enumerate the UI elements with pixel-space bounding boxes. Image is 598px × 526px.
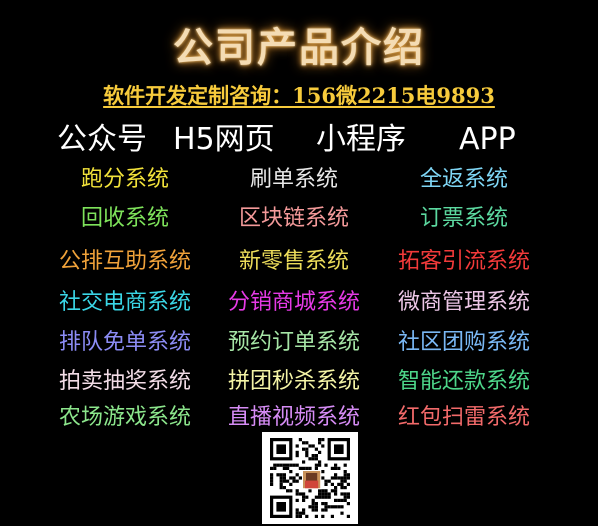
- product-item: 公排互助系统: [58, 249, 191, 274]
- product-row: 拍卖抽奖系统 拼团秒杀系统 智能还款系统: [0, 365, 598, 399]
- platform-list: 公众号 H5网页 小程序 APP: [0, 118, 598, 162]
- product-item: 预约订单系统: [227, 330, 360, 355]
- product-item: 社交电商系统: [58, 290, 191, 315]
- platform-h5-web: H5网页: [173, 122, 275, 157]
- product-row: 农场游戏系统 直播视频系统 红包扫雷系统: [0, 401, 598, 435]
- platform-mini-program: 小程序: [316, 122, 406, 157]
- product-item: 微商管理系统: [397, 290, 530, 315]
- product-row: 公排互助系统 新零售系统 拓客引流系统: [0, 245, 598, 279]
- product-item: 农场游戏系统: [58, 405, 191, 430]
- product-item: 智能还款系统: [397, 369, 530, 394]
- contact-text: 软件开发定制咨询：156微2215电9893: [103, 83, 495, 108]
- qr-code-icon: [262, 432, 358, 524]
- product-item: 拓客引流系统: [397, 249, 530, 274]
- platform-app: APP: [459, 122, 516, 157]
- product-item: 订票系统: [419, 206, 508, 231]
- product-item: 跑分系统: [80, 167, 169, 192]
- product-item: 分销商城系统: [227, 290, 360, 315]
- product-item: 拼团秒杀系统: [227, 369, 360, 394]
- product-item: 区块链系统: [238, 206, 349, 231]
- product-item: 新零售系统: [238, 249, 349, 274]
- product-row: 排队免单系统 预约订单系统 社区团购系统: [0, 326, 598, 360]
- product-row: 回收系统 区块链系统 订票系统: [0, 202, 598, 236]
- contact-line: 软件开发定制咨询：156微2215电9893: [0, 82, 598, 110]
- product-item: 回收系统: [80, 206, 169, 231]
- platform-official-account: 公众号: [57, 122, 147, 157]
- product-item: 排队免单系统: [58, 330, 191, 355]
- page-title: 公司产品介绍: [173, 24, 425, 71]
- product-item: 红包扫雷系统: [397, 405, 530, 430]
- product-row: 社交电商系统 分销商城系统 微商管理系统: [0, 286, 598, 320]
- product-item: 全返系统: [419, 167, 508, 192]
- product-item: 直播视频系统: [227, 405, 360, 430]
- qr-code-graphic: [270, 438, 350, 518]
- product-item: 社区团购系统: [397, 330, 530, 355]
- product-item: 刷单系统: [249, 167, 338, 192]
- product-item: 拍卖抽奖系统: [58, 369, 191, 394]
- product-row: 跑分系统 刷单系统 全返系统: [0, 163, 598, 197]
